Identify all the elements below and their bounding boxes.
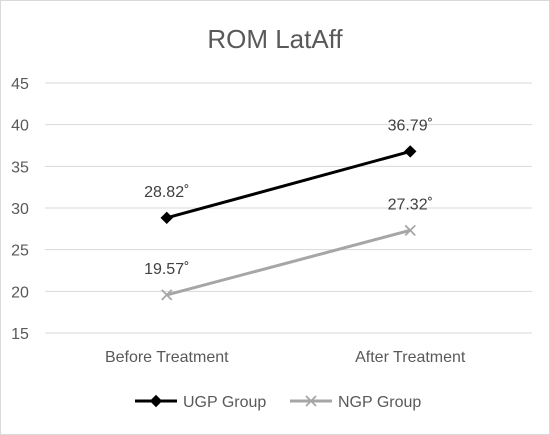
x-category-label: After Treatment	[355, 349, 466, 366]
y-tick-label: 30	[11, 201, 29, 218]
series-line	[166, 228, 411, 297]
series-group: 28.82˚ 36.79˚ 19.57˚ 27.32˚	[144, 117, 433, 301]
series-1: 19.57˚ 27.32˚	[144, 196, 433, 301]
x-category-label: Before Treatment	[105, 349, 229, 366]
y-axis-ticks: 15 20 25 30 35 40 45	[11, 76, 29, 343]
data-point	[161, 289, 173, 301]
data-label: 19.57˚	[144, 261, 189, 278]
legend-marker	[305, 395, 317, 407]
y-tick-label: 25	[11, 243, 29, 260]
data-label: 36.79˚	[388, 117, 433, 134]
legend-label: UGP Group	[183, 394, 266, 411]
legend-label: NGP Group	[338, 394, 421, 411]
gridlines	[45, 82, 532, 334]
y-tick-label: 45	[11, 76, 29, 93]
y-tick-label: 20	[11, 284, 29, 301]
y-tick-label: 35	[11, 159, 29, 176]
y-tick-label: 15	[11, 326, 29, 343]
data-label: 28.82˚	[144, 184, 189, 201]
data-point	[160, 211, 173, 225]
chart-title: ROM LatAff	[207, 24, 343, 54]
data-label: 27.32˚	[388, 196, 433, 213]
data-point	[404, 224, 416, 236]
legend-marker	[149, 394, 163, 408]
legend-item: UGP Group	[135, 394, 266, 411]
x-axis-categories: Before Treatment After Treatment	[105, 349, 466, 366]
data-point	[404, 145, 417, 158]
series-line	[166, 149, 411, 220]
legend: UGP Group NGP Group	[135, 394, 421, 411]
legend-item: NGP Group	[290, 394, 421, 411]
y-tick-label: 40	[11, 118, 29, 135]
series-0: 28.82˚ 36.79˚	[144, 117, 433, 225]
